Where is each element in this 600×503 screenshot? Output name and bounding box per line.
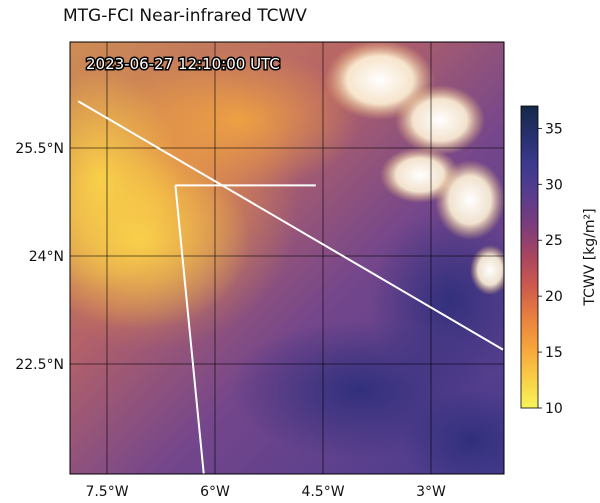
border-line (174, 185, 205, 474)
colorbar-ticks: 10 15 20 25 30 35 (538, 121, 563, 417)
colorbar (521, 106, 538, 408)
latitude-tick-label: 22.5°N (15, 357, 64, 373)
map-title: MTG-FCI Near-infrared TCWV (63, 6, 307, 26)
longitude-tick-label: 4.5°W (301, 484, 344, 500)
timestamp-label: 2023-06-27 12:10:00 UTC (86, 55, 280, 73)
border-line (77, 100, 504, 351)
colorbar-tick-label: 35 (545, 121, 563, 137)
colorbar-tick-label: 30 (545, 177, 563, 193)
longitude-tick-label: 7.5°W (85, 484, 128, 500)
colorbar-frame (520, 105, 539, 409)
colorbar-tick-label: 25 (545, 233, 563, 249)
colorbar-tick-label: 20 (545, 289, 563, 305)
longitude-labels: 7.5°W 6°W 4.5°W 3°W (85, 484, 446, 500)
latitude-tick-label: 25.5°N (15, 141, 64, 157)
colorbar-label: TCWV [kg/m²] (582, 208, 598, 306)
longitude-tick-label: 6°W (200, 484, 230, 500)
latitude-tick-label: 24°N (29, 249, 64, 265)
tcwv-field (70, 42, 504, 474)
map-frame (69, 41, 505, 475)
colorbar-tick-label: 10 (545, 401, 563, 417)
country-borders (77, 100, 504, 474)
longitude-tick-label: 3°W (416, 484, 446, 500)
latitude-labels: 25.5°N 24°N 22.5°N (15, 141, 64, 373)
graticule (70, 42, 504, 474)
colorbar-tick-label: 15 (545, 345, 563, 361)
